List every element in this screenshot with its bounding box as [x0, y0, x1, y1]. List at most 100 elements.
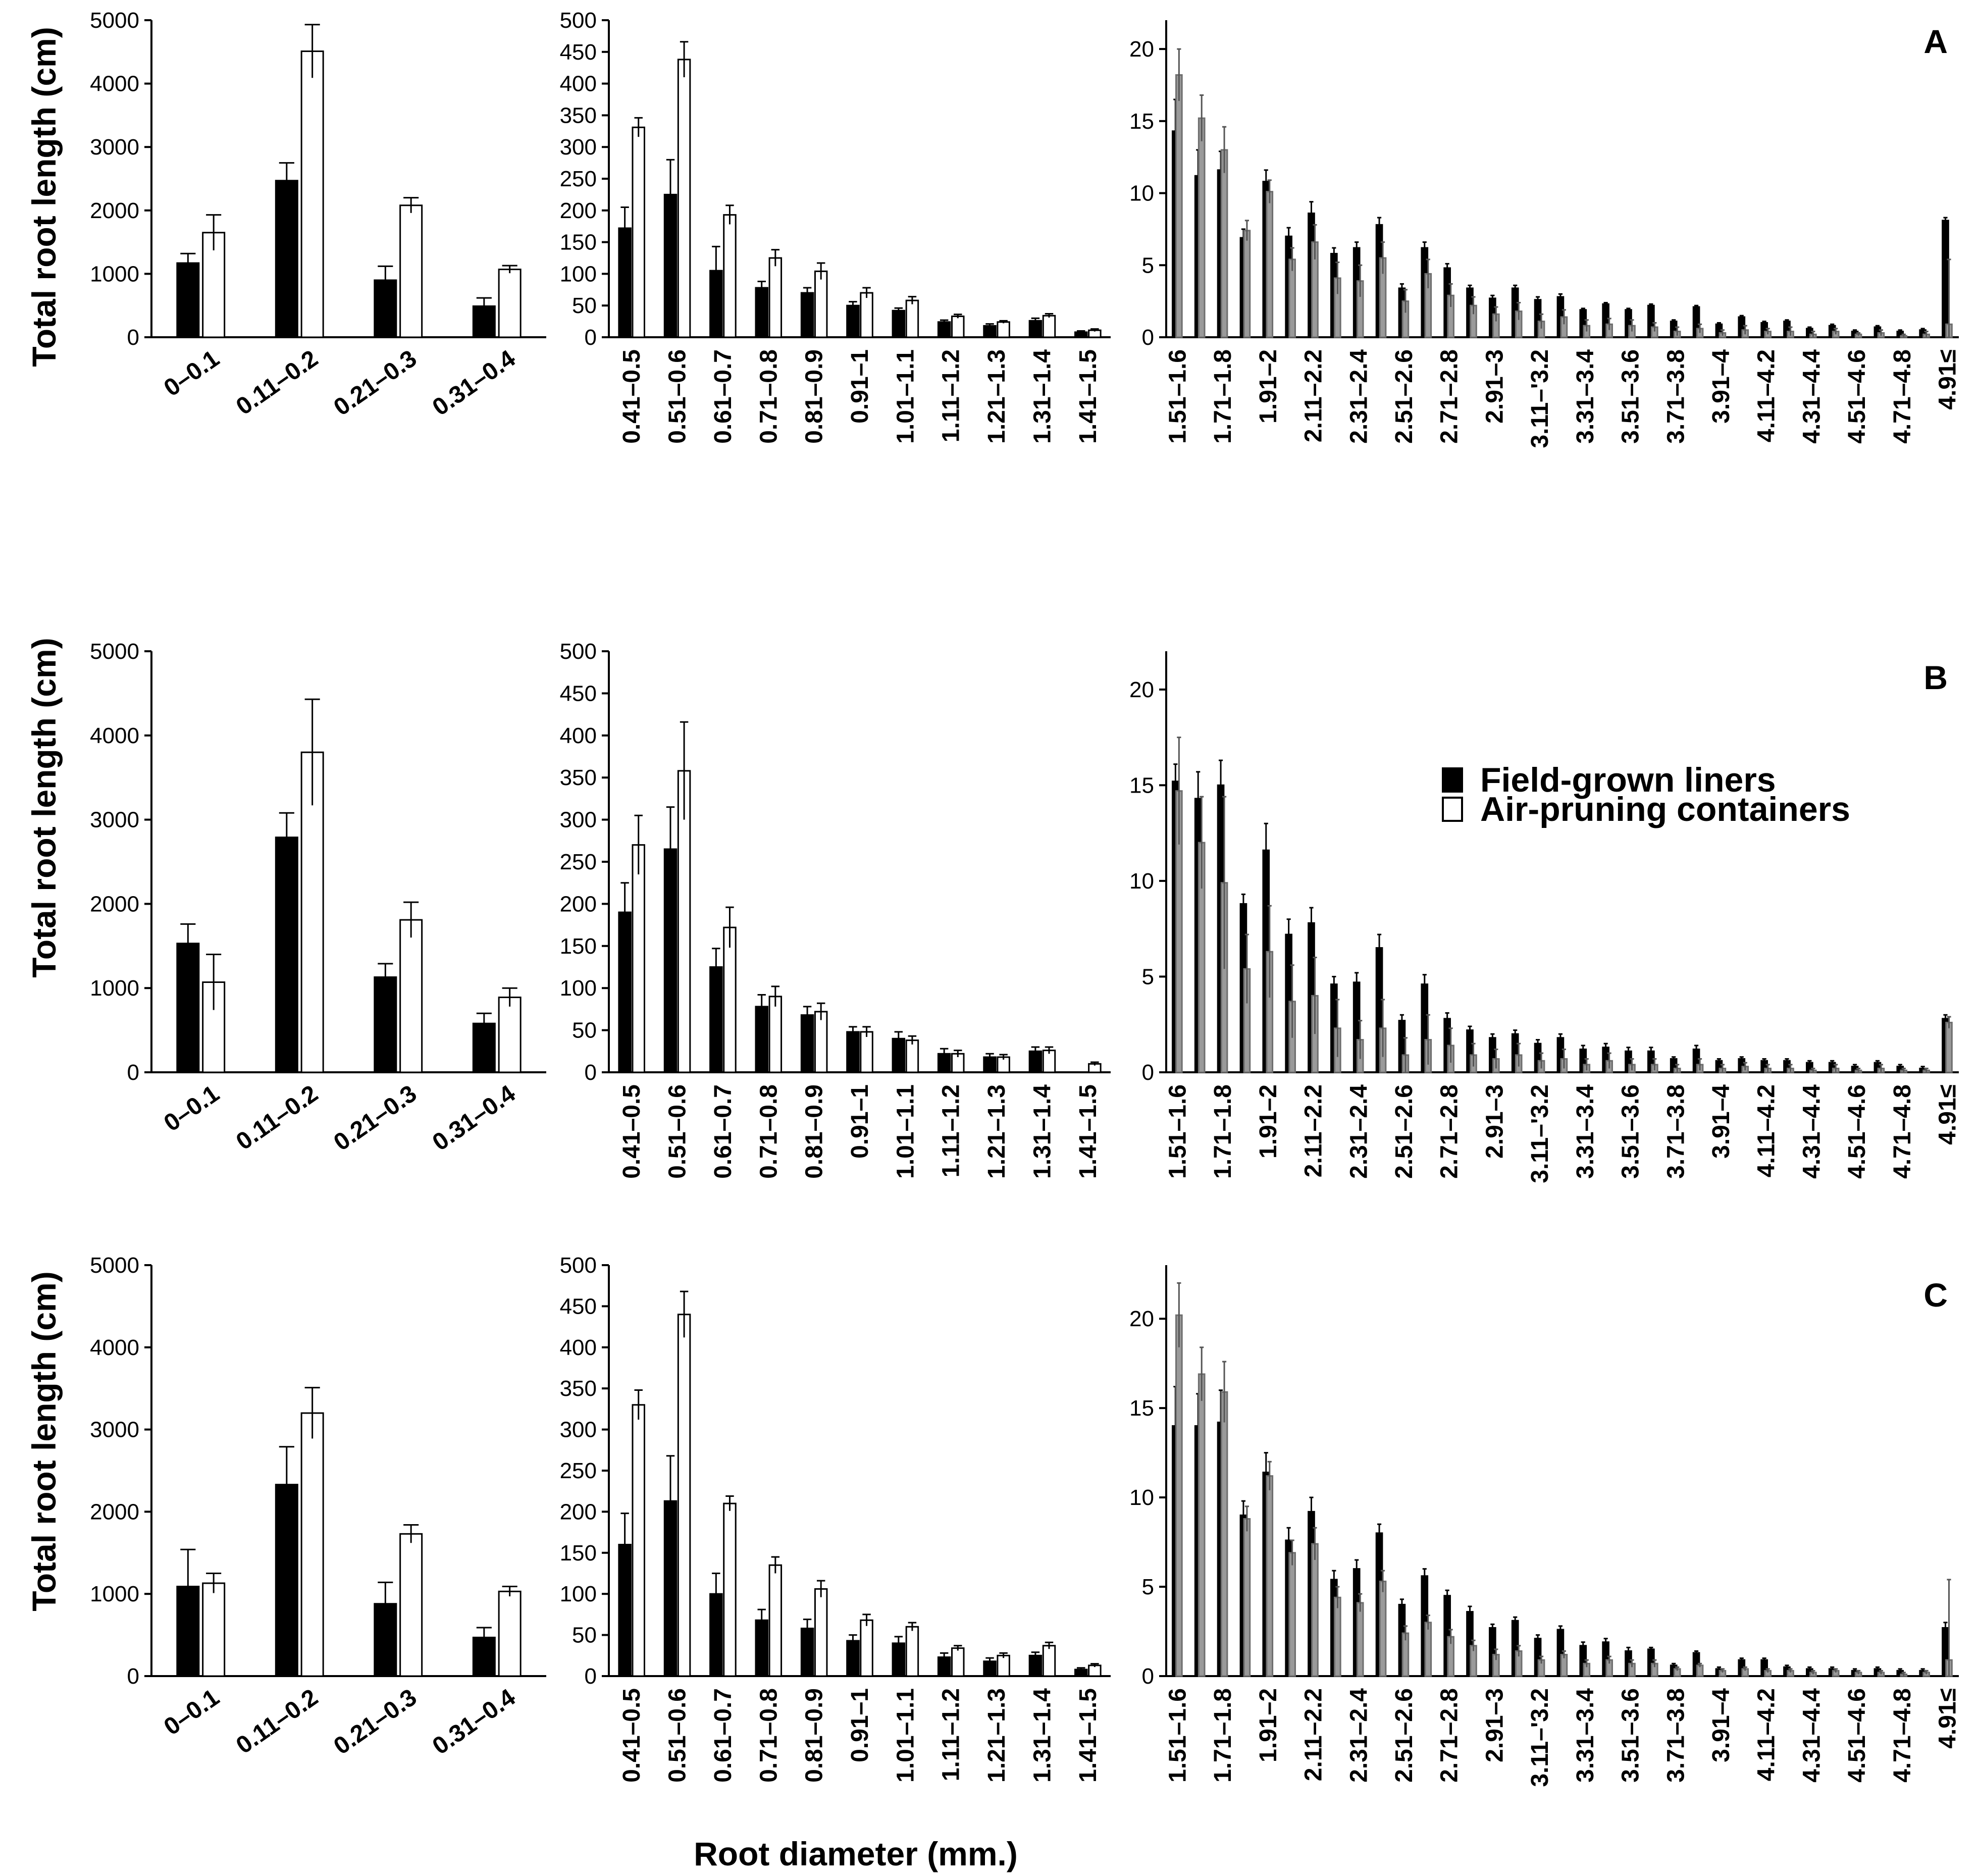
bar-field	[846, 304, 860, 338]
y-tick-label: 100	[560, 1582, 597, 1606]
bar-air	[677, 59, 691, 338]
bar-air	[1198, 1373, 1206, 1677]
bar-air	[814, 270, 828, 338]
x-tick-label: 0.21–0.3	[329, 1080, 422, 1157]
y-tick-label: 5	[1142, 964, 1154, 989]
y-tick-label: 0	[1142, 1060, 1154, 1085]
y-tick-label: 3000	[90, 808, 139, 832]
x-tick-label: 1.71–1.8	[1210, 1084, 1236, 1179]
x-tick-label: 0.41–0.5	[618, 1084, 645, 1179]
y-tick-label: 350	[560, 765, 597, 790]
y-tick-label: 20	[1129, 37, 1154, 62]
x-tick-label: 0.91–1	[847, 1084, 873, 1159]
y-tick-label: 1000	[90, 976, 139, 1001]
y-tick-label: 15	[1129, 109, 1154, 134]
x-tick-label: 2.51–2.6	[1391, 1084, 1418, 1179]
x-tick-label: 1.01–1.1	[892, 1084, 919, 1179]
chart-a-medium: 0 50 100 150 200 250 300 350 400 450 500 0.41–0.5 0.…	[560, 8, 1111, 444]
x-tick-label: 1.71–1.8	[1210, 349, 1236, 444]
x-tick-label: 2.11–2.2	[1300, 1688, 1327, 1781]
y-tick-label: 300	[560, 1418, 597, 1442]
bar-air	[1288, 1552, 1296, 1677]
y-tick-label: 20	[1129, 1307, 1154, 1331]
x-tick-label: 1.41–1.5	[1075, 1084, 1102, 1179]
bar-air	[1042, 315, 1056, 338]
x-tick-label: 4.91≤	[1935, 1084, 1961, 1145]
x-tick-label: 4.51–4.6	[1844, 1084, 1870, 1179]
y-tick-label: 400	[560, 1335, 597, 1360]
y-tick-label: 250	[560, 850, 597, 874]
bar-air	[498, 1590, 522, 1677]
bar-air	[860, 292, 873, 338]
bar-air	[723, 1502, 737, 1677]
x-tick-label: 2.91–3	[1481, 1688, 1508, 1762]
bar-air	[1198, 117, 1206, 338]
y-tick-label: 5	[1142, 1575, 1154, 1599]
bar-air	[1220, 149, 1228, 338]
legend-label-field: Field-grown liners	[1480, 761, 1776, 799]
bar-air	[723, 926, 737, 1073]
x-tick-label: 0.11–0.2	[231, 345, 323, 421]
x-tick-label: 0.21–0.3	[329, 1684, 422, 1760]
y-tick-label: 4000	[90, 72, 139, 96]
y-tick-label: 1000	[90, 1582, 139, 1606]
bar-field	[937, 321, 951, 338]
y-tick-label: 2000	[90, 892, 139, 916]
bar-air	[632, 844, 645, 1073]
x-tick-label: 0.71–0.8	[755, 1084, 782, 1179]
y-tick-label: 100	[560, 976, 597, 1001]
y-tick-label: 5000	[90, 639, 139, 664]
y-tick-label: 5000	[90, 1253, 139, 1278]
y-tick-label: 10	[1129, 869, 1154, 894]
bar-air	[632, 1404, 645, 1677]
y-tick-label: 100	[560, 262, 597, 286]
x-tick-label: 1.31–1.4	[1029, 349, 1056, 444]
x-tick-label: 1.21–1.3	[983, 349, 1010, 444]
bar-air	[905, 299, 919, 338]
x-tick-label: 1.91–2	[1255, 1084, 1282, 1159]
y-tick-label: 0	[127, 1664, 139, 1689]
bar-field	[176, 262, 200, 338]
bar-air	[1220, 1391, 1228, 1677]
x-tick-label: 2.11–2.2	[1300, 1084, 1327, 1177]
bar-air	[399, 1533, 423, 1677]
bar-field	[755, 287, 768, 338]
x-tick-label: 1.11–1.2	[938, 1688, 965, 1781]
panel-label-c: C	[1923, 1276, 1948, 1314]
x-tick-label: 3.31–3.4	[1572, 1084, 1599, 1179]
x-tick-label: 0–0.1	[159, 345, 224, 402]
y-tick-label: 50	[572, 1623, 597, 1648]
y-tick-label: 0	[127, 1060, 139, 1085]
x-tick-label: 4.51–4.6	[1844, 1688, 1870, 1783]
chart-c-fine: 0 1000 2000 3000 4000 5000 0–0.1 0.11–0.2 0.21–0…	[90, 1253, 546, 1760]
y-axis-label-c: Total root length (cm)	[25, 1271, 63, 1611]
x-tick-label: 3.11–'3.2	[1527, 349, 1553, 448]
bar-air	[1334, 1596, 1341, 1677]
bar-air	[399, 204, 423, 338]
y-tick-label: 50	[572, 1018, 597, 1043]
y-tick-label: 300	[560, 135, 597, 160]
bar-air	[860, 1619, 873, 1677]
x-tick-label: 1.71–1.8	[1210, 1688, 1236, 1783]
x-tick-label: 2.71–2.8	[1436, 349, 1463, 444]
x-tick-label: 0.31–0.4	[428, 345, 520, 421]
bar-air	[1356, 1602, 1364, 1677]
bar-air	[632, 126, 645, 338]
x-tick-label: 2.91–3	[1481, 349, 1508, 424]
x-tick-label: 3.11–'3.2	[1527, 1688, 1553, 1787]
x-tick-label: 4.51–4.6	[1844, 349, 1870, 444]
y-tick-label: 500	[560, 8, 597, 33]
y-tick-label: 450	[560, 40, 597, 65]
x-tick-label: 3.31–3.4	[1572, 349, 1599, 444]
bar-air	[768, 1564, 783, 1677]
x-tick-label: 0.41–0.5	[618, 1688, 645, 1783]
bar-air	[768, 996, 783, 1073]
y-tick-label: 350	[560, 1376, 597, 1401]
panel-label-b: B	[1923, 659, 1948, 696]
bar-field	[275, 837, 298, 1073]
legend-label-air: Air-pruning containers	[1480, 790, 1850, 828]
y-tick-label: 0	[127, 325, 139, 350]
y-tick-label: 50	[572, 293, 597, 318]
y-tick-label: 450	[560, 1294, 597, 1319]
bar-field	[1942, 220, 1949, 338]
